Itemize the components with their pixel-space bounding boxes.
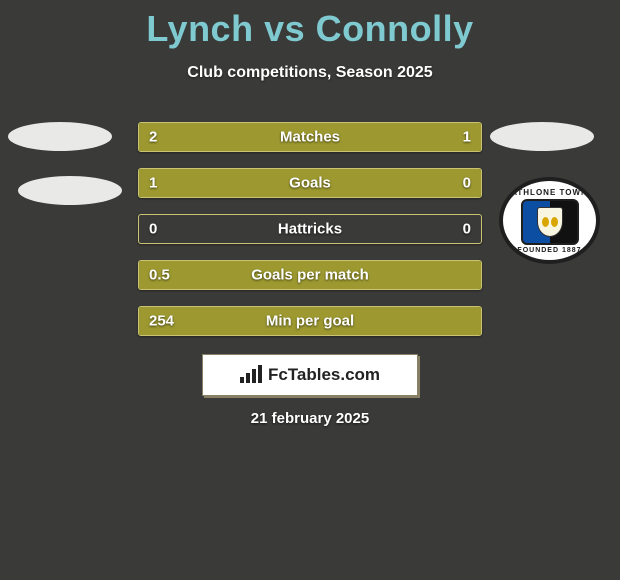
stat-label: Matches — [139, 129, 481, 146]
crest-inner — [521, 199, 579, 245]
date-text: 21 february 2025 — [0, 410, 620, 427]
stat-row: 254Min per goal — [138, 306, 482, 336]
brand-box: FcTables.com — [202, 354, 418, 396]
subtitle: Club competitions, Season 2025 — [0, 64, 620, 82]
right-shape-1 — [490, 122, 594, 151]
crest-top-text: ATHLONE TOWN — [511, 188, 588, 197]
stats-bars: 21Matches 10Goals 00Hattricks 0.5Goals per … — [138, 122, 482, 352]
brand-text: FcTables.com — [268, 365, 380, 385]
stat-label: Goals — [139, 175, 481, 192]
left-shape-1 — [8, 122, 112, 151]
stat-label: Goals per match — [139, 267, 481, 284]
left-shape-2 — [18, 176, 122, 205]
club-crest: ATHLONE TOWN FOUNDED 1887 — [499, 177, 600, 264]
crest-bottom-text: FOUNDED 1887 — [517, 247, 581, 254]
stat-row: 0.5Goals per match — [138, 260, 482, 290]
page-title: Lynch vs Connolly — [0, 0, 620, 50]
stat-label: Hattricks — [139, 221, 481, 238]
stat-row: 21Matches — [138, 122, 482, 152]
stat-row: 00Hattricks — [138, 214, 482, 244]
bar-chart-icon — [240, 367, 262, 383]
crest-shield — [537, 207, 563, 237]
stat-label: Min per goal — [139, 313, 481, 330]
stat-row: 10Goals — [138, 168, 482, 198]
